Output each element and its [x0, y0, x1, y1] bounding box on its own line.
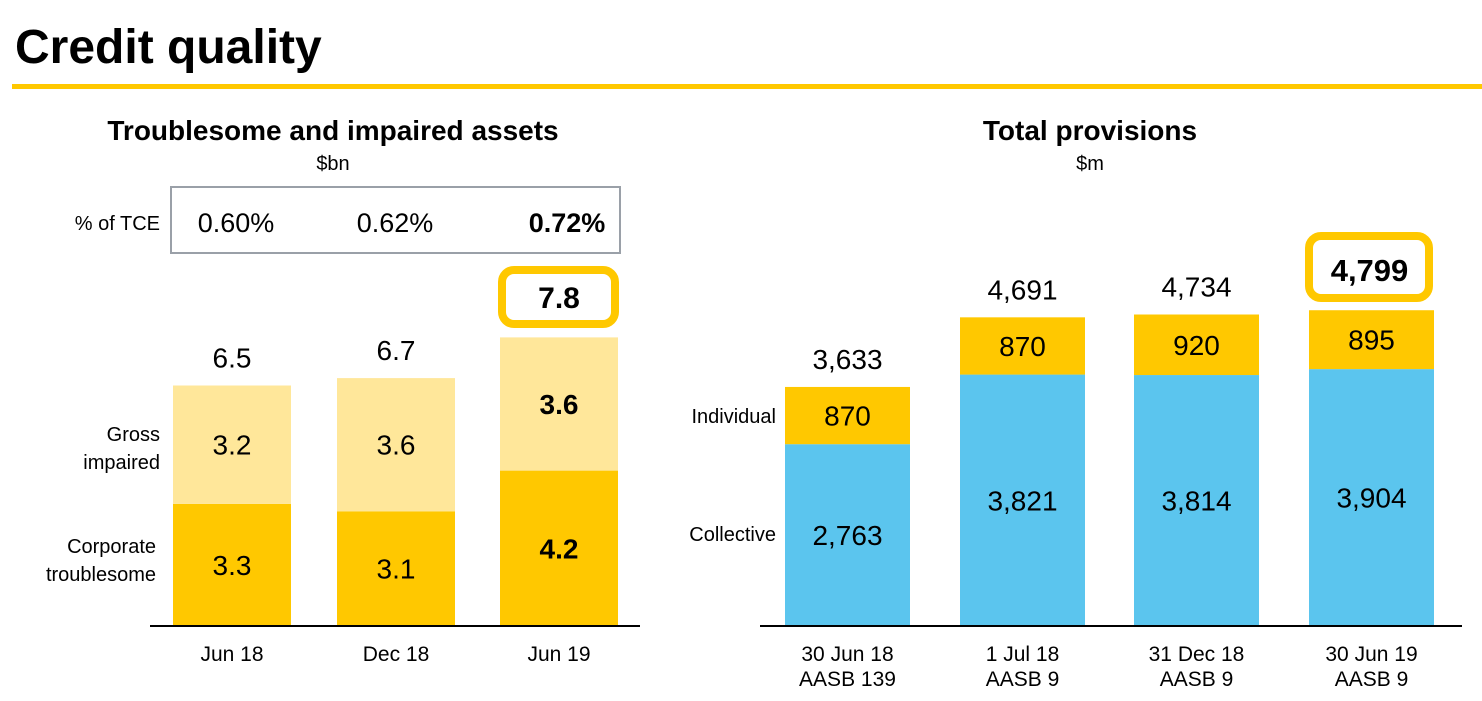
bar-value-label: 3.3	[213, 550, 252, 581]
series-label: Corporate	[67, 536, 156, 558]
x-tick-label: AASB 139	[799, 668, 896, 691]
x-tick-label: AASB 9	[1335, 668, 1409, 691]
bar-segment	[1309, 369, 1434, 626]
tce-value: 0.62%	[357, 208, 434, 238]
troublesome-impaired-chart: Troublesome and impaired assets $bn % of T…	[46, 115, 640, 666]
bar-total-label: 7.8	[538, 282, 580, 315]
series-label: Collective	[689, 524, 776, 546]
bar-segment	[500, 337, 618, 471]
chart-subtitle: $m	[1076, 153, 1104, 175]
x-tick-label: Jun 18	[200, 643, 263, 666]
series-label: Gross	[107, 424, 160, 446]
tce-value: 0.72%	[529, 208, 606, 238]
x-tick-label: Dec 18	[363, 643, 430, 666]
total-highlight-box	[498, 266, 619, 328]
chart-subtitle: $bn	[316, 153, 349, 175]
bar-segment	[1309, 310, 1434, 370]
bar-segment	[337, 511, 455, 626]
total-highlight-box	[1305, 232, 1433, 302]
chart-title: Total provisions	[983, 115, 1197, 146]
bar-value-label: 3,821	[987, 485, 1057, 516]
bar-total-label: 6.5	[213, 343, 252, 374]
tce-label: % of TCE	[75, 213, 160, 235]
bar-segment	[173, 385, 291, 504]
x-tick-label: AASB 9	[986, 668, 1060, 691]
bar-value-label: 870	[824, 401, 871, 432]
bar-value-label: 3.6	[540, 389, 579, 420]
bar-value-label: 3,814	[1161, 486, 1231, 517]
series-label: impaired	[83, 452, 160, 474]
x-tick-label: 1 Jul 18	[986, 643, 1060, 666]
bar-total-label: 3,633	[812, 344, 882, 375]
bar-segment	[500, 470, 618, 626]
bar-value-label: 4.2	[540, 533, 579, 564]
bar-total-label: 6.7	[377, 335, 416, 366]
bar-segment	[1134, 375, 1259, 626]
bar-segment	[173, 503, 291, 626]
total-provisions-chart: Total provisions $m 2,763 870 3,633 30 Jun 18…	[689, 115, 1462, 691]
bar-segment	[1134, 314, 1259, 376]
bar-value-label: 920	[1173, 330, 1220, 361]
bar-segment	[785, 444, 910, 626]
series-label: troublesome	[46, 564, 156, 586]
tce-box	[170, 186, 621, 254]
title-underline	[12, 84, 1482, 89]
bar-value-label: 3.6	[377, 430, 416, 461]
bar-value-label: 3,904	[1336, 483, 1406, 514]
bar-value-label: 895	[1348, 325, 1395, 356]
bar-value-label: 2,763	[812, 520, 882, 551]
bar-total-label: 4,691	[987, 274, 1057, 305]
x-tick-label: 30 Jun 18	[801, 643, 893, 666]
bar-total-label: 4,799	[1331, 253, 1409, 288]
bar-segment	[960, 317, 1085, 375]
bar-value-label: 3.2	[213, 430, 252, 461]
page-title: Credit quality	[15, 21, 322, 74]
series-label: Individual	[691, 406, 776, 428]
bar-segment	[960, 374, 1085, 626]
bar-segment	[337, 378, 455, 512]
chart-title: Troublesome and impaired assets	[107, 115, 558, 146]
x-tick-label: Jun 19	[527, 643, 590, 666]
bar-value-label: 3.1	[377, 554, 416, 585]
x-tick-label: 31 Dec 18	[1149, 643, 1245, 666]
bar-total-label: 4,734	[1161, 272, 1231, 303]
bar-segment	[785, 386, 910, 445]
x-tick-label: 30 Jun 19	[1325, 643, 1417, 666]
x-tick-label: AASB 9	[1160, 668, 1234, 691]
bar-value-label: 870	[999, 331, 1046, 362]
tce-value: 0.60%	[198, 208, 275, 238]
